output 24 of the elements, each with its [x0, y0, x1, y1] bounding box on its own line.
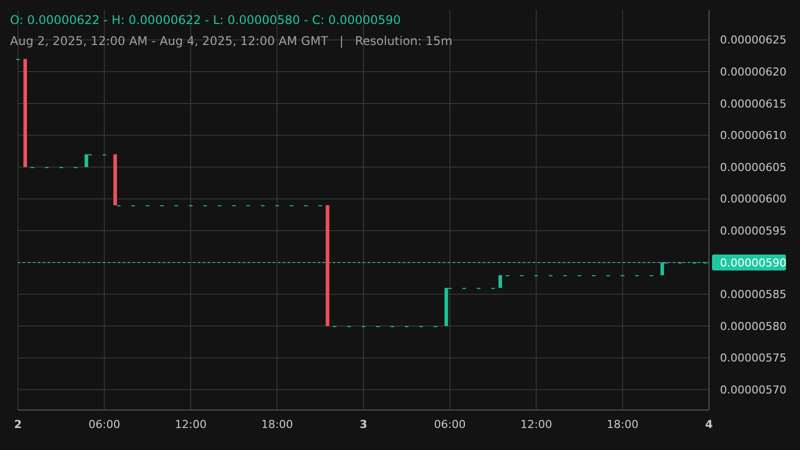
x-tick-label: 2	[14, 418, 22, 431]
y-tick-label: 0.00000600	[720, 192, 786, 206]
y-tick-label: 0.00000605	[720, 160, 786, 174]
y-tick-label: 0.00000615	[720, 97, 786, 110]
x-tick-label: 18:00	[606, 418, 638, 431]
x-tick-label: 18:00	[261, 418, 293, 431]
candlestick	[498, 274, 502, 288]
x-tick-label: 06:00	[434, 418, 466, 431]
y-tick-label: 0.00000610	[720, 129, 786, 142]
x-tick-label: 3	[360, 418, 368, 431]
text: Aug 2, 2025, 12:00 AM - Aug 4, 2025, 12:00 AM GMT | Resolution: 15m	[10, 34, 452, 48]
x-tick-label: 12:00	[520, 418, 552, 431]
y-tick-label: 0.00000585	[720, 288, 786, 302]
x-tick-label: 4	[705, 418, 714, 431]
ref-line-label: 0.00000590	[720, 256, 786, 270]
y-tick-label: 0.00000595	[720, 224, 786, 238]
x-tick-label: 12:00	[174, 418, 207, 431]
y-tick-label: 0.00000580	[720, 320, 786, 333]
chart-title: O: 0.00000622 - H: 0.00000622 - L: 0.00000580 - C: 0.00000590	[10, 13, 401, 27]
y-tick-label: 0.00000575	[720, 352, 786, 365]
y-tick-label: 0.00000625	[720, 34, 786, 47]
x-tick-label: 06:00	[88, 418, 120, 431]
y-tick-label: 0.00000570	[720, 384, 786, 396]
y-tick-label: 0.00000620	[720, 66, 786, 79]
